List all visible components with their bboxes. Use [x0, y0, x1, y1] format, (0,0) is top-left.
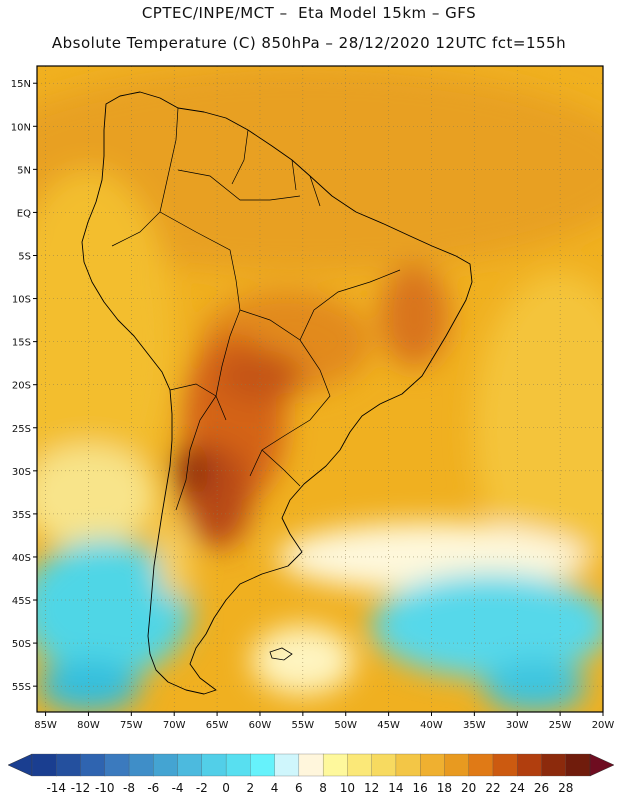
chart-title-line-2: Absolute Temperature (C) 850hPa – 28/12/…	[51, 34, 567, 52]
colorbar-label: 0	[222, 781, 230, 795]
colorbar-label: 16	[413, 781, 428, 795]
colorbar-swatch	[347, 753, 373, 777]
colorbar-label: 10	[340, 781, 355, 795]
colorbar-label: -10	[95, 781, 115, 795]
colorbar-label: 18	[437, 781, 452, 795]
colorbar: -14 -12 -10 -8 -6 -4 -2 0 2 4 6 8 10 12 14 16 18 20 22 24 26…	[7, 753, 615, 795]
colorbar-label: 8	[319, 781, 327, 795]
colorbar-swatch	[80, 753, 106, 777]
lat-tick-label: EQ	[17, 208, 31, 219]
colorbar-swatch	[444, 753, 470, 777]
colorbar-label: -4	[172, 781, 184, 795]
colorbar-label: 14	[388, 781, 403, 795]
lon-tick-label: 45W	[377, 720, 400, 731]
lon-tick-label: 20W	[592, 720, 615, 731]
lat-tick-label: 35S	[12, 510, 31, 521]
lat-tick-label: 15S	[12, 338, 31, 349]
temp-region-southern-ocean-cyan-west	[37, 539, 192, 678]
colorbar-label: -6	[147, 781, 159, 795]
lon-tick-label: 40W	[420, 720, 443, 731]
colorbar-label: -14	[46, 781, 66, 795]
lon-tick-label: 30W	[506, 720, 529, 731]
temp-region-northeast-brazil-hot	[380, 264, 449, 368]
colorbar-low-arrow	[7, 753, 33, 777]
lat-tick-label: 30S	[12, 467, 31, 478]
temp-region-southern-ocean-cyan-east	[371, 574, 603, 678]
colorbar-swatch	[565, 753, 591, 777]
country-borders	[111, 107, 401, 511]
colorbar-label: 22	[485, 781, 500, 795]
colorbar-swatch	[395, 753, 421, 777]
colorbar-swatch	[274, 753, 300, 777]
colorbar-swatch	[225, 753, 251, 777]
lon-tick-label: 80W	[77, 720, 100, 731]
temp-region-northern-warm-band	[37, 66, 603, 273]
colorbar-swatch	[153, 753, 179, 777]
temp-region-patagonia-pale	[251, 625, 355, 695]
lon-tick-label: 50W	[334, 720, 357, 731]
colorbar-label: -2	[196, 781, 208, 795]
lon-tick-label: 75W	[120, 720, 143, 731]
colorbar-label: -12	[71, 781, 91, 795]
colorbar-swatch	[201, 753, 227, 777]
colorbar-swatch	[420, 753, 445, 777]
falklands-island	[269, 647, 293, 661]
colorbar-swatch	[250, 753, 276, 777]
lon-tick-label: 55W	[292, 720, 315, 731]
colorbar-high-arrow	[589, 753, 615, 777]
lat-tick-label: 15N	[11, 79, 31, 90]
lon-tick-label: 25W	[549, 720, 572, 731]
temp-region-pantanal-hot	[217, 350, 303, 402]
lon-tick-label: 35W	[463, 720, 486, 731]
lon-tick-label: 60W	[249, 720, 272, 731]
lat-tick-label: 50S	[12, 639, 31, 650]
temp-region-south-atlantic-pale	[277, 522, 586, 592]
colorbar-swatch	[104, 753, 130, 777]
lat-tick-label: 55S	[12, 682, 31, 693]
lon-tick-label: 65W	[206, 720, 229, 731]
colorbar-label: 12	[364, 781, 379, 795]
colorbar-swatch	[371, 753, 397, 777]
colorbar-swatch	[128, 753, 154, 777]
lon-tick-label: 70W	[163, 720, 186, 731]
latitude-axis-labels: 15N 10N 5N EQ 5S 10S 15S 20S 25S 30S 35S 40S 45S 50S 5…	[11, 79, 37, 693]
lat-tick-label: 10S	[12, 295, 31, 306]
lon-tick-label: 85W	[34, 720, 57, 731]
coastline-south-america	[81, 91, 473, 695]
colorbar-label: 4	[271, 781, 279, 795]
map-frame	[36, 65, 604, 713]
temp-region-andes-cool	[157, 513, 192, 601]
colorbar-swatch	[468, 753, 494, 777]
lat-tick-label: 10N	[11, 122, 31, 133]
colorbar-label: 20	[461, 781, 476, 795]
colorbar-swatch	[492, 753, 518, 777]
temp-region-pacific-cool	[37, 445, 158, 549]
lat-tick-label: 5S	[18, 251, 31, 262]
lat-tick-label: 40S	[12, 553, 31, 564]
lat-tick-label: 20S	[12, 381, 31, 392]
temp-region-atlantic-subtropical	[474, 272, 603, 583]
colorbar-label: 26	[534, 781, 549, 795]
lat-tick-label: 5N	[17, 165, 31, 176]
longitude-axis-labels: 85W 80W 75W 70W 65W 60W 55W 50W 45W 40W 35W 30W 25W 2…	[34, 712, 614, 731]
colorbar-swatch	[541, 753, 567, 777]
colorbar-swatch	[517, 753, 543, 777]
colorbar-swatch	[322, 753, 348, 777]
temperature-field	[37, 66, 603, 712]
colorbar-label: 6	[295, 781, 303, 795]
temp-region-southern-ocean-blue-east	[482, 660, 586, 712]
colorbar-swatch	[177, 753, 203, 777]
lat-tick-label: 45S	[12, 596, 31, 607]
colorbar-label: 24	[510, 781, 525, 795]
colorbar-swatch	[56, 753, 82, 777]
colorbar-label: 28	[558, 781, 573, 795]
colorbar-swatch	[298, 753, 324, 777]
temp-region-cuyo-hottest	[174, 444, 209, 497]
lat-tick-label: 25S	[12, 424, 31, 435]
colorbar-label: -8	[123, 781, 135, 795]
chart-title-line-1: CPTEC/INPE/MCT – Eta Model 15km – GFS	[141, 4, 477, 22]
colorbar-swatch	[31, 753, 57, 777]
colorbar-label: 2	[247, 781, 255, 795]
